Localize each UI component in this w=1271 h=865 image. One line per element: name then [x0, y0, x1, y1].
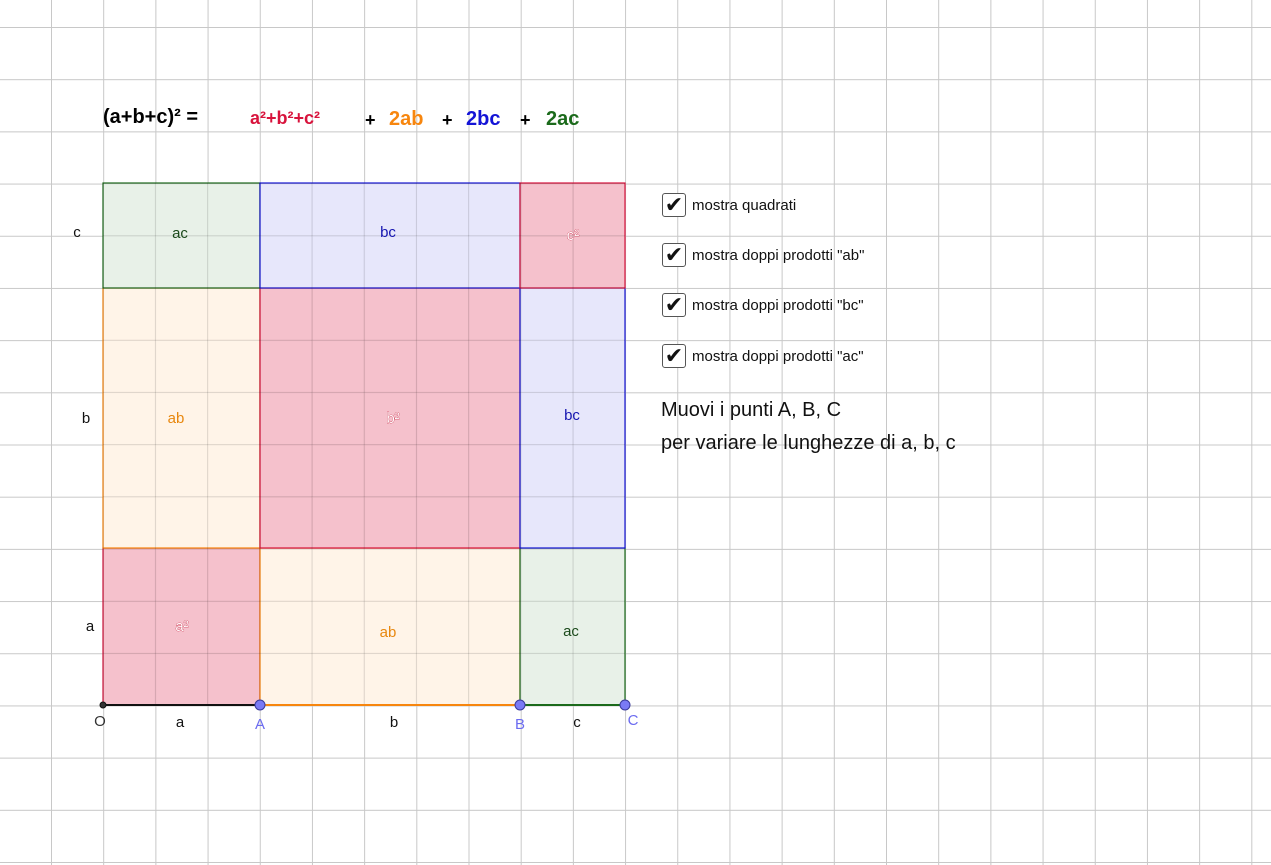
- region-label-ab-left: ab: [168, 410, 185, 427]
- point-label-O: O: [94, 713, 106, 730]
- point-A[interactable]: [254, 699, 266, 711]
- formula-term-bc: 2bc: [466, 108, 501, 130]
- side-label-left: b: [82, 410, 90, 427]
- instructions-line-1: Muovi i punti A, B, C: [661, 399, 842, 421]
- region-c-squared: [519, 182, 626, 289]
- formula-plus: +: [442, 110, 453, 130]
- region-bc-top: [259, 182, 521, 289]
- region-label-bc-right: bc: [564, 407, 580, 424]
- region-ac-top: [102, 182, 261, 289]
- instructions-line-2: per variare le lunghezze di a, b, c: [661, 432, 956, 454]
- checkbox-label: mostra doppi prodotti "ab": [692, 246, 865, 264]
- checkbox-show-bc[interactable]: ✔ mostra doppi prodotti "bc": [662, 292, 864, 318]
- side-label-bottom: c: [573, 714, 581, 731]
- point-B[interactable]: [514, 699, 526, 711]
- region-ac-bottom: [519, 547, 626, 706]
- region-label-b-squared: b²: [386, 410, 399, 427]
- point-C[interactable]: [619, 699, 631, 711]
- checkbox-show-squares[interactable]: ✔ mostra quadrati: [662, 192, 796, 218]
- point-label-B: B: [515, 716, 525, 733]
- side-label-bottom: b: [390, 714, 398, 731]
- region-label-bc-top: bc: [380, 224, 396, 241]
- side-label-left: a: [86, 618, 95, 635]
- checkmark-icon[interactable]: ✔: [662, 344, 686, 368]
- formula-term-ac: 2ac: [546, 108, 580, 130]
- point-label-A: A: [255, 716, 265, 733]
- region-label-ac-bottom: ac: [563, 623, 579, 640]
- region-label-c-squared: c²: [567, 227, 580, 244]
- checkmark-icon[interactable]: ✔: [662, 243, 686, 267]
- region-b-squared: [259, 287, 521, 549]
- checkbox-label: mostra doppi prodotti "bc": [692, 296, 864, 314]
- region-label-ab-bottom: ab: [380, 624, 397, 641]
- checkmark-icon[interactable]: ✔: [662, 193, 686, 217]
- formula-plus: +: [365, 110, 376, 130]
- side-label-left: c: [73, 224, 81, 241]
- checkbox-show-ac[interactable]: ✔ mostra doppi prodotti "ac": [662, 343, 864, 369]
- point-O: [99, 701, 107, 709]
- formula-term-ab: 2ab: [389, 108, 424, 130]
- formula-plus: +: [520, 110, 531, 130]
- formula-lhs: (a+b+c)² =: [103, 106, 199, 128]
- region-bc-right: [519, 287, 626, 549]
- region-label-a-squared: a²: [175, 618, 188, 635]
- region-a-squared: [102, 547, 261, 706]
- point-label-C: C: [628, 712, 639, 729]
- checkmark-icon[interactable]: ✔: [662, 293, 686, 317]
- checkbox-label: mostra quadrati: [692, 196, 797, 214]
- region-ab-left: [102, 287, 261, 549]
- checkbox-show-ab[interactable]: ✔ mostra doppi prodotti "ab": [662, 242, 864, 268]
- checkbox-label: mostra doppi prodotti "ac": [692, 347, 864, 365]
- formula-squares: a²+b²+c²: [250, 108, 321, 128]
- side-label-bottom: a: [176, 714, 185, 731]
- region-label-ac-top: ac: [172, 225, 188, 242]
